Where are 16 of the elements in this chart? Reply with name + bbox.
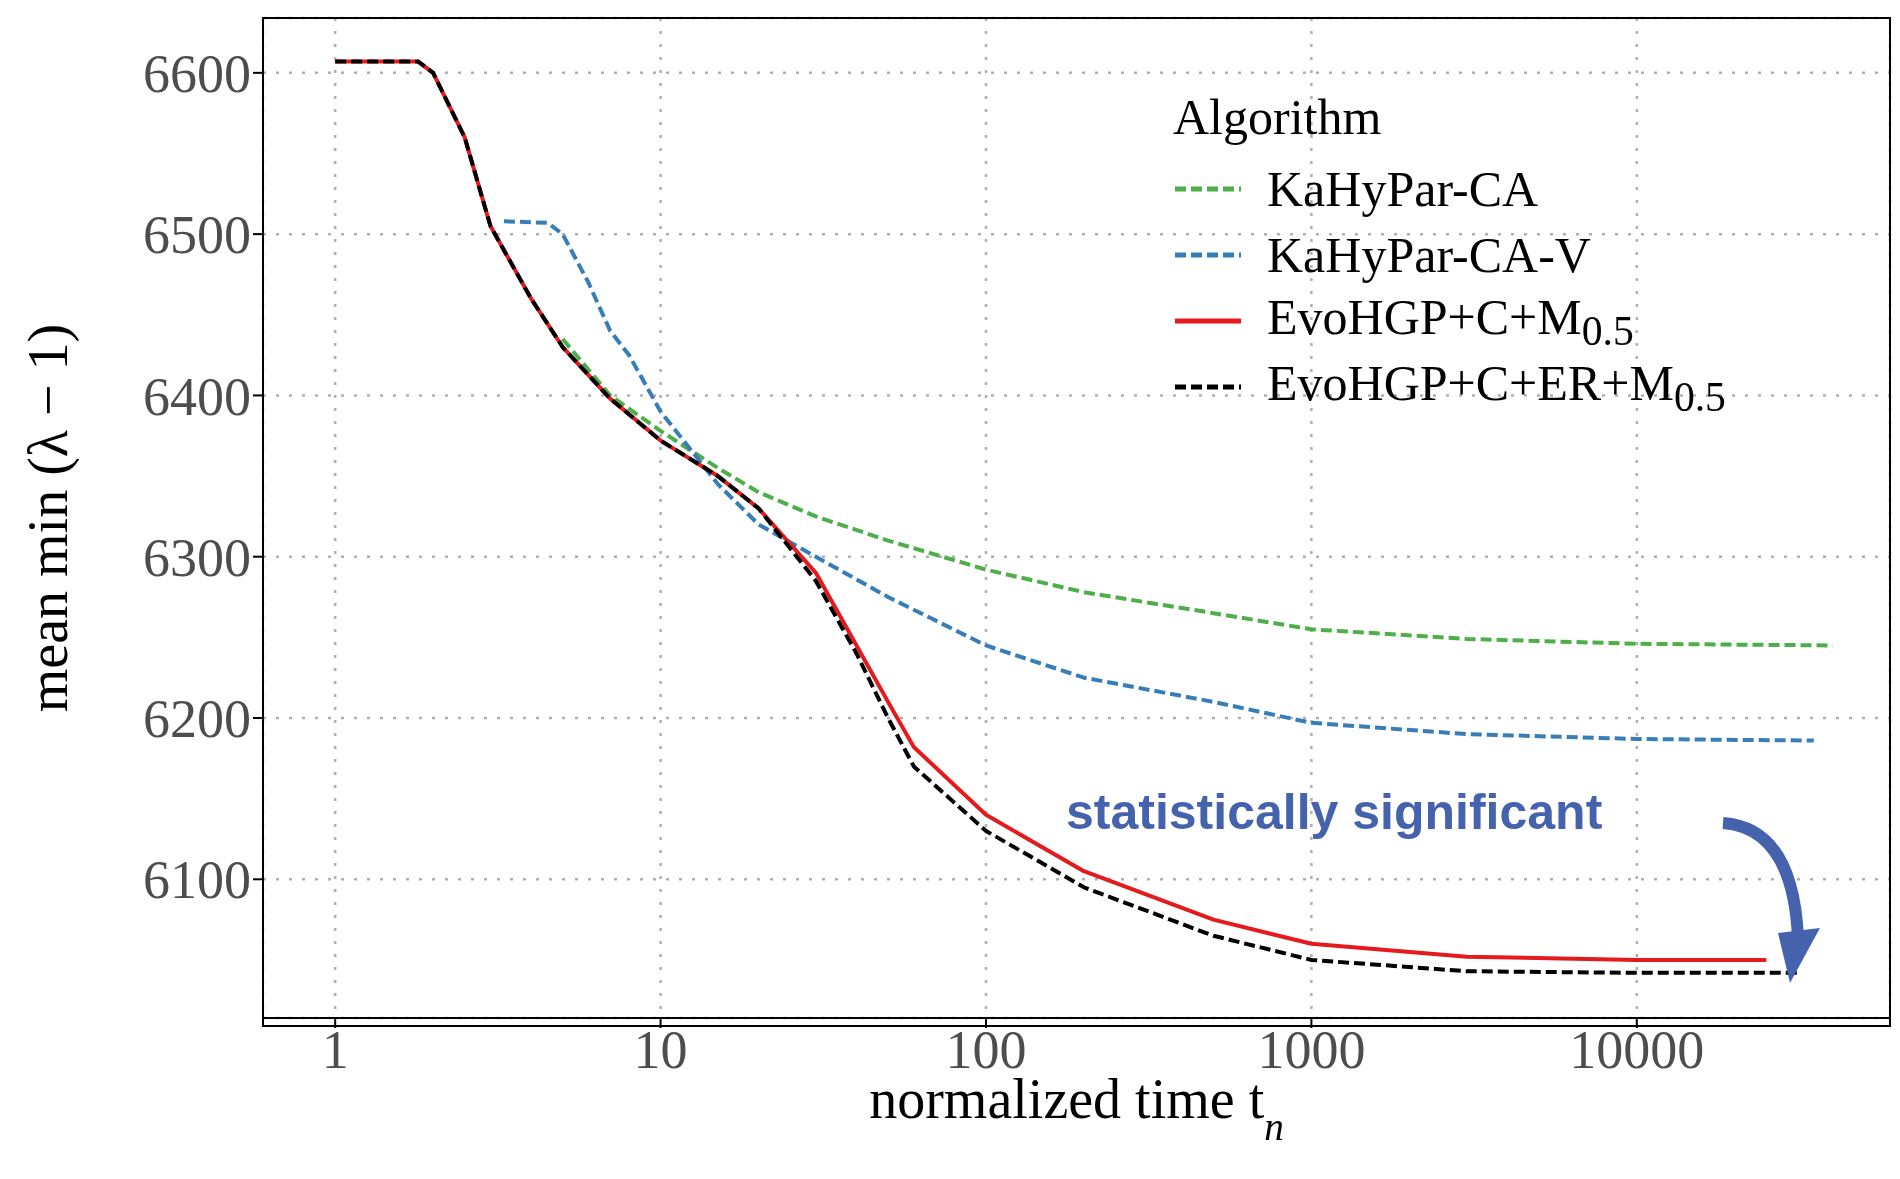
y-tick-label: 6600 [143,44,251,105]
y-tick-label: 6400 [143,366,251,427]
annotation: statistically significant [1066,783,1603,841]
y-tick-label: 6300 [143,527,251,588]
legend-label: KaHyPar-CA-V [1267,226,1591,284]
y-tick-label: 6500 [143,205,251,266]
x-tick-label: 10 [633,1020,688,1081]
y-tick-label: 6200 [143,689,251,750]
legend-label: KaHyPar-CA [1267,160,1539,218]
legend-title: Algorithm [1173,88,1383,146]
x-tick-label: 10000 [1569,1020,1705,1081]
legend-label: EvoHGP+C+M$_{0.5}$ [1267,287,1634,355]
y-axis-title: mean min (λ − 1) [17,323,80,713]
legend-label: EvoHGP+C+ER+M$_{0.5}$ [1267,353,1726,421]
x-tick-label: 1 [321,1020,349,1081]
y-tick-label: 6100 [143,850,251,911]
